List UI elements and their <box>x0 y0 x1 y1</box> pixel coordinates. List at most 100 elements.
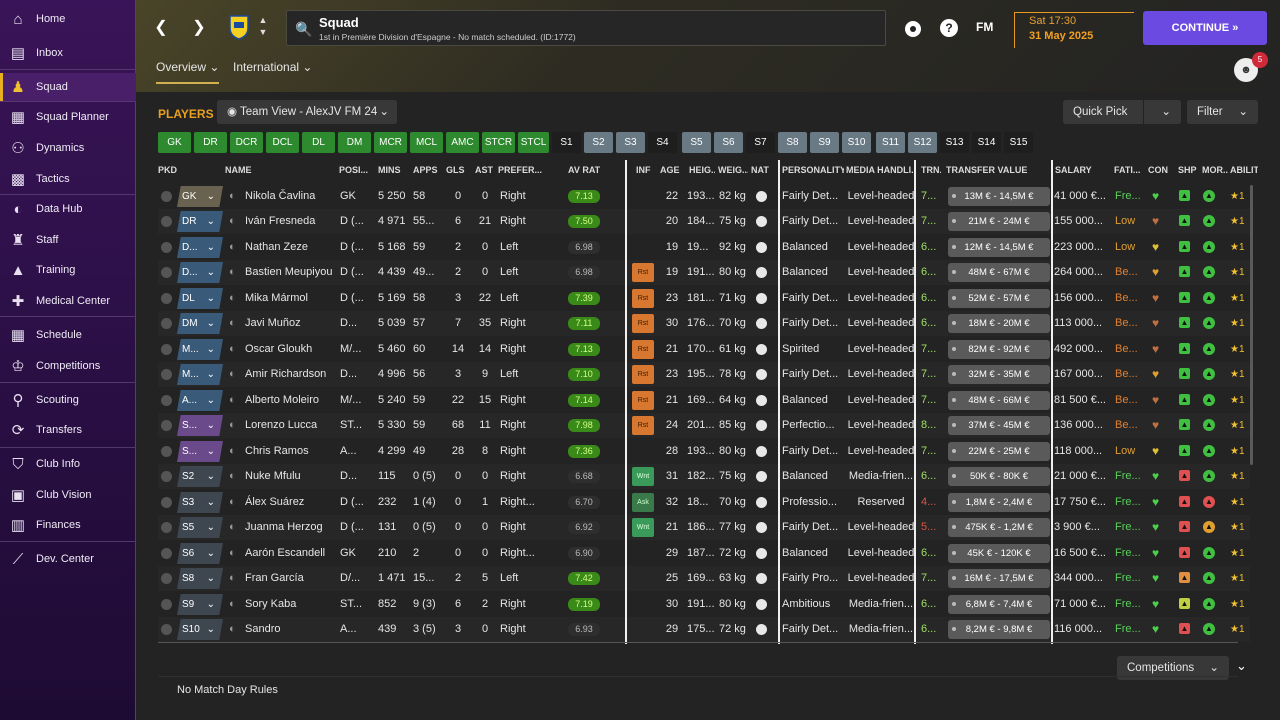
select-checkbox[interactable] <box>161 548 172 559</box>
table-row[interactable]: S... ⌄ ◐ Chris Ramos A... 4 299 49 28 8 Right 7.36… <box>158 439 1250 464</box>
table-row[interactable]: S5 ⌄ ◐ Juanma Herzog D (... 131 0 (5) 0 0 Right 6.… <box>158 515 1250 540</box>
pkd-select[interactable]: D... ⌄ <box>177 237 223 258</box>
select-checkbox[interactable] <box>161 522 172 533</box>
select-checkbox[interactable] <box>161 573 172 584</box>
tab-overview[interactable]: Overview ⌄ <box>156 60 220 84</box>
column-header-gls[interactable]: GLS <box>446 165 465 175</box>
sidebar-item-medical-center[interactable]: ✚ Medical Center <box>0 287 136 315</box>
table-row[interactable]: M... ⌄ ◐ Amir Richardson D... 4 996 56 3 9 Left 7.… <box>158 362 1250 387</box>
position-button-s10[interactable]: S10 <box>842 132 871 153</box>
pkd-select[interactable]: A... ⌄ <box>177 390 223 411</box>
position-button-s13[interactable]: S13 <box>940 132 969 153</box>
position-button-s2[interactable]: S2 <box>584 132 613 153</box>
select-checkbox[interactable] <box>161 497 172 508</box>
table-row[interactable]: D... ⌄ ◐ Bastien Meupiyou D (... 4 439 49... 2 0… <box>158 260 1250 285</box>
pkd-select[interactable]: S9 ⌄ <box>177 594 223 615</box>
column-header-personality[interactable]: PERSONALITY <box>782 165 844 175</box>
pkd-select[interactable]: M... ⌄ <box>177 339 223 360</box>
pkd-select[interactable]: GK ⌄ <box>177 186 223 207</box>
position-button-gk[interactable]: GK <box>158 132 191 153</box>
select-checkbox[interactable] <box>161 395 172 406</box>
pkd-select[interactable]: S... ⌄ <box>177 441 223 462</box>
pkd-select[interactable]: DL ⌄ <box>177 288 223 309</box>
select-checkbox[interactable] <box>161 242 172 253</box>
back-arrow-icon[interactable]: ❮ <box>154 19 168 36</box>
pkd-select[interactable]: S5 ⌄ <box>177 517 223 538</box>
sidebar-item-data-hub[interactable]: ◐ Data Hub <box>0 195 136 223</box>
column-header-heig[interactable]: HEIG... <box>689 165 715 175</box>
column-header-mins[interactable]: MINS <box>378 165 401 175</box>
column-header-av-rat[interactable]: AV RAT <box>568 165 601 175</box>
table-row[interactable]: S2 ⌄ ◐ Nuke Mfulu D... 115 0 (5) 0 0 Right 6.68 Wnt… <box>158 464 1250 489</box>
help-icon[interactable]: ? <box>940 19 958 37</box>
pkd-select[interactable]: D... ⌄ <box>177 262 223 283</box>
table-row[interactable]: S8 ⌄ ◐ Fran García D/... 1 471 15... 2 5 Left 7.42… <box>158 566 1250 591</box>
position-button-dm[interactable]: DM <box>338 132 371 153</box>
position-button-s4[interactable]: S4 <box>648 132 677 153</box>
position-button-mcl[interactable]: MCL <box>410 132 443 153</box>
select-checkbox[interactable] <box>161 369 172 380</box>
column-header-apps[interactable]: APPS <box>413 165 438 175</box>
position-button-s9[interactable]: S9 <box>810 132 839 153</box>
sidebar-item-squad-planner[interactable]: ▦ Squad Planner <box>0 103 136 131</box>
table-row[interactable]: S6 ⌄ ◐ Aarón Escandell GK 210 2 0 0 Right... 6.90 2… <box>158 541 1250 566</box>
column-header-prefer[interactable]: PREFER... <box>498 165 543 175</box>
sidebar-item-inbox[interactable]: ▤ Inbox <box>0 39 136 67</box>
position-button-stcl[interactable]: STCL <box>518 132 549 153</box>
fm-logo[interactable]: FM <box>976 20 994 34</box>
forward-arrow-icon[interactable]: ❯ <box>192 19 206 36</box>
sidebar-item-club-vision[interactable]: ▣ Club Vision <box>0 481 136 509</box>
sidebar-item-dynamics[interactable]: ⚇ Dynamics <box>0 134 136 162</box>
column-header-nat[interactable]: NAT <box>751 165 769 175</box>
position-button-s3[interactable]: S3 <box>616 132 645 153</box>
table-row[interactable]: S10 ⌄ ◐ Sandro A... 439 3 (5) 3 0 Right 6.93 29 175.… <box>158 617 1250 642</box>
column-header-transfer-value[interactable]: TRANSFER VALUE <box>946 165 1028 175</box>
position-button-s5[interactable]: S5 <box>682 132 711 153</box>
column-header-mor[interactable]: MOR... <box>1202 165 1228 175</box>
column-header-pkd[interactable]: PKD <box>158 165 178 175</box>
sidebar-item-tactics[interactable]: ▩ Tactics <box>0 165 136 193</box>
select-checkbox[interactable] <box>161 471 172 482</box>
tab-international[interactable]: International ⌄ <box>233 60 312 74</box>
sidebar-item-scouting[interactable]: ⚲ Scouting <box>0 386 136 414</box>
pkd-select[interactable]: S6 ⌄ <box>177 543 223 564</box>
column-header-shp[interactable]: SHP <box>1178 165 1197 175</box>
column-header-weig[interactable]: WEIG... <box>718 165 748 175</box>
pkd-select[interactable]: S3 ⌄ <box>177 492 223 513</box>
search-bar[interactable]: 🔍 Squad 1st in Première Division d'Espag… <box>286 10 886 46</box>
column-header-name[interactable]: NAME <box>225 165 252 175</box>
select-checkbox[interactable] <box>161 344 172 355</box>
table-row[interactable]: M... ⌄ ◐ Oscar Gloukh M/... 5 460 60 14 14 Right 7… <box>158 337 1250 362</box>
column-header-fati[interactable]: FATI... <box>1114 165 1141 175</box>
sidebar-item-competitions[interactable]: ♔ Competitions <box>0 352 136 380</box>
pkd-select[interactable]: S10 ⌄ <box>177 619 223 640</box>
column-header-salary[interactable]: SALARY <box>1055 165 1092 175</box>
scrollbar[interactable] <box>1250 185 1253 465</box>
collapse-chevron-icon[interactable]: ⌄ <box>1236 658 1247 673</box>
sidebar-item-transfers[interactable]: ⟳ Transfers <box>0 416 136 444</box>
quick-pick-button[interactable]: Quick Pick ⌄ <box>1063 100 1181 124</box>
position-button-mcr[interactable]: MCR <box>374 132 407 153</box>
pkd-select[interactable]: S8 ⌄ <box>177 568 223 589</box>
column-header-trn[interactable]: TRN... <box>921 165 941 175</box>
position-button-s6[interactable]: S6 <box>714 132 743 153</box>
pkd-select[interactable]: DM ⌄ <box>177 313 223 334</box>
table-row[interactable]: DR ⌄ ◐ Iván Fresneda D (... 4 971 55... 6 21 Righ… <box>158 209 1250 234</box>
sidebar-item-schedule[interactable]: ▦ Schedule <box>0 321 136 349</box>
position-button-s8[interactable]: S8 <box>778 132 807 153</box>
position-button-dcl[interactable]: DCL <box>266 132 299 153</box>
team-view-select[interactable]: ◉ Team View - AlexJV FM 24 ⌄ <box>217 100 397 124</box>
column-header-inf[interactable]: INF <box>636 165 651 175</box>
continue-button[interactable]: CONTINUE » <box>1143 11 1267 45</box>
sidebar-item-home[interactable]: ⌂ Home <box>0 5 136 33</box>
filter-button[interactable]: Filter ⌄ <box>1187 100 1258 124</box>
chevron-down-icon[interactable]: ⌄ <box>1161 106 1171 118</box>
table-row[interactable]: S... ⌄ ◐ Lorenzo Lucca ST... 5 330 59 68 11 Right… <box>158 413 1250 438</box>
column-header-abilit[interactable]: ABILIT <box>1230 165 1258 175</box>
pkd-select[interactable]: M... ⌄ <box>177 364 223 385</box>
position-button-dl[interactable]: DL <box>302 132 335 153</box>
position-button-dr[interactable]: DR <box>194 132 227 153</box>
table-row[interactable]: A... ⌄ ◐ Alberto Moleiro M/... 5 240 59 22 15 Rig… <box>158 388 1250 413</box>
column-header-media-handli[interactable]: MEDIA HANDLI... <box>846 165 916 175</box>
position-button-stcr[interactable]: STCR <box>482 132 515 153</box>
